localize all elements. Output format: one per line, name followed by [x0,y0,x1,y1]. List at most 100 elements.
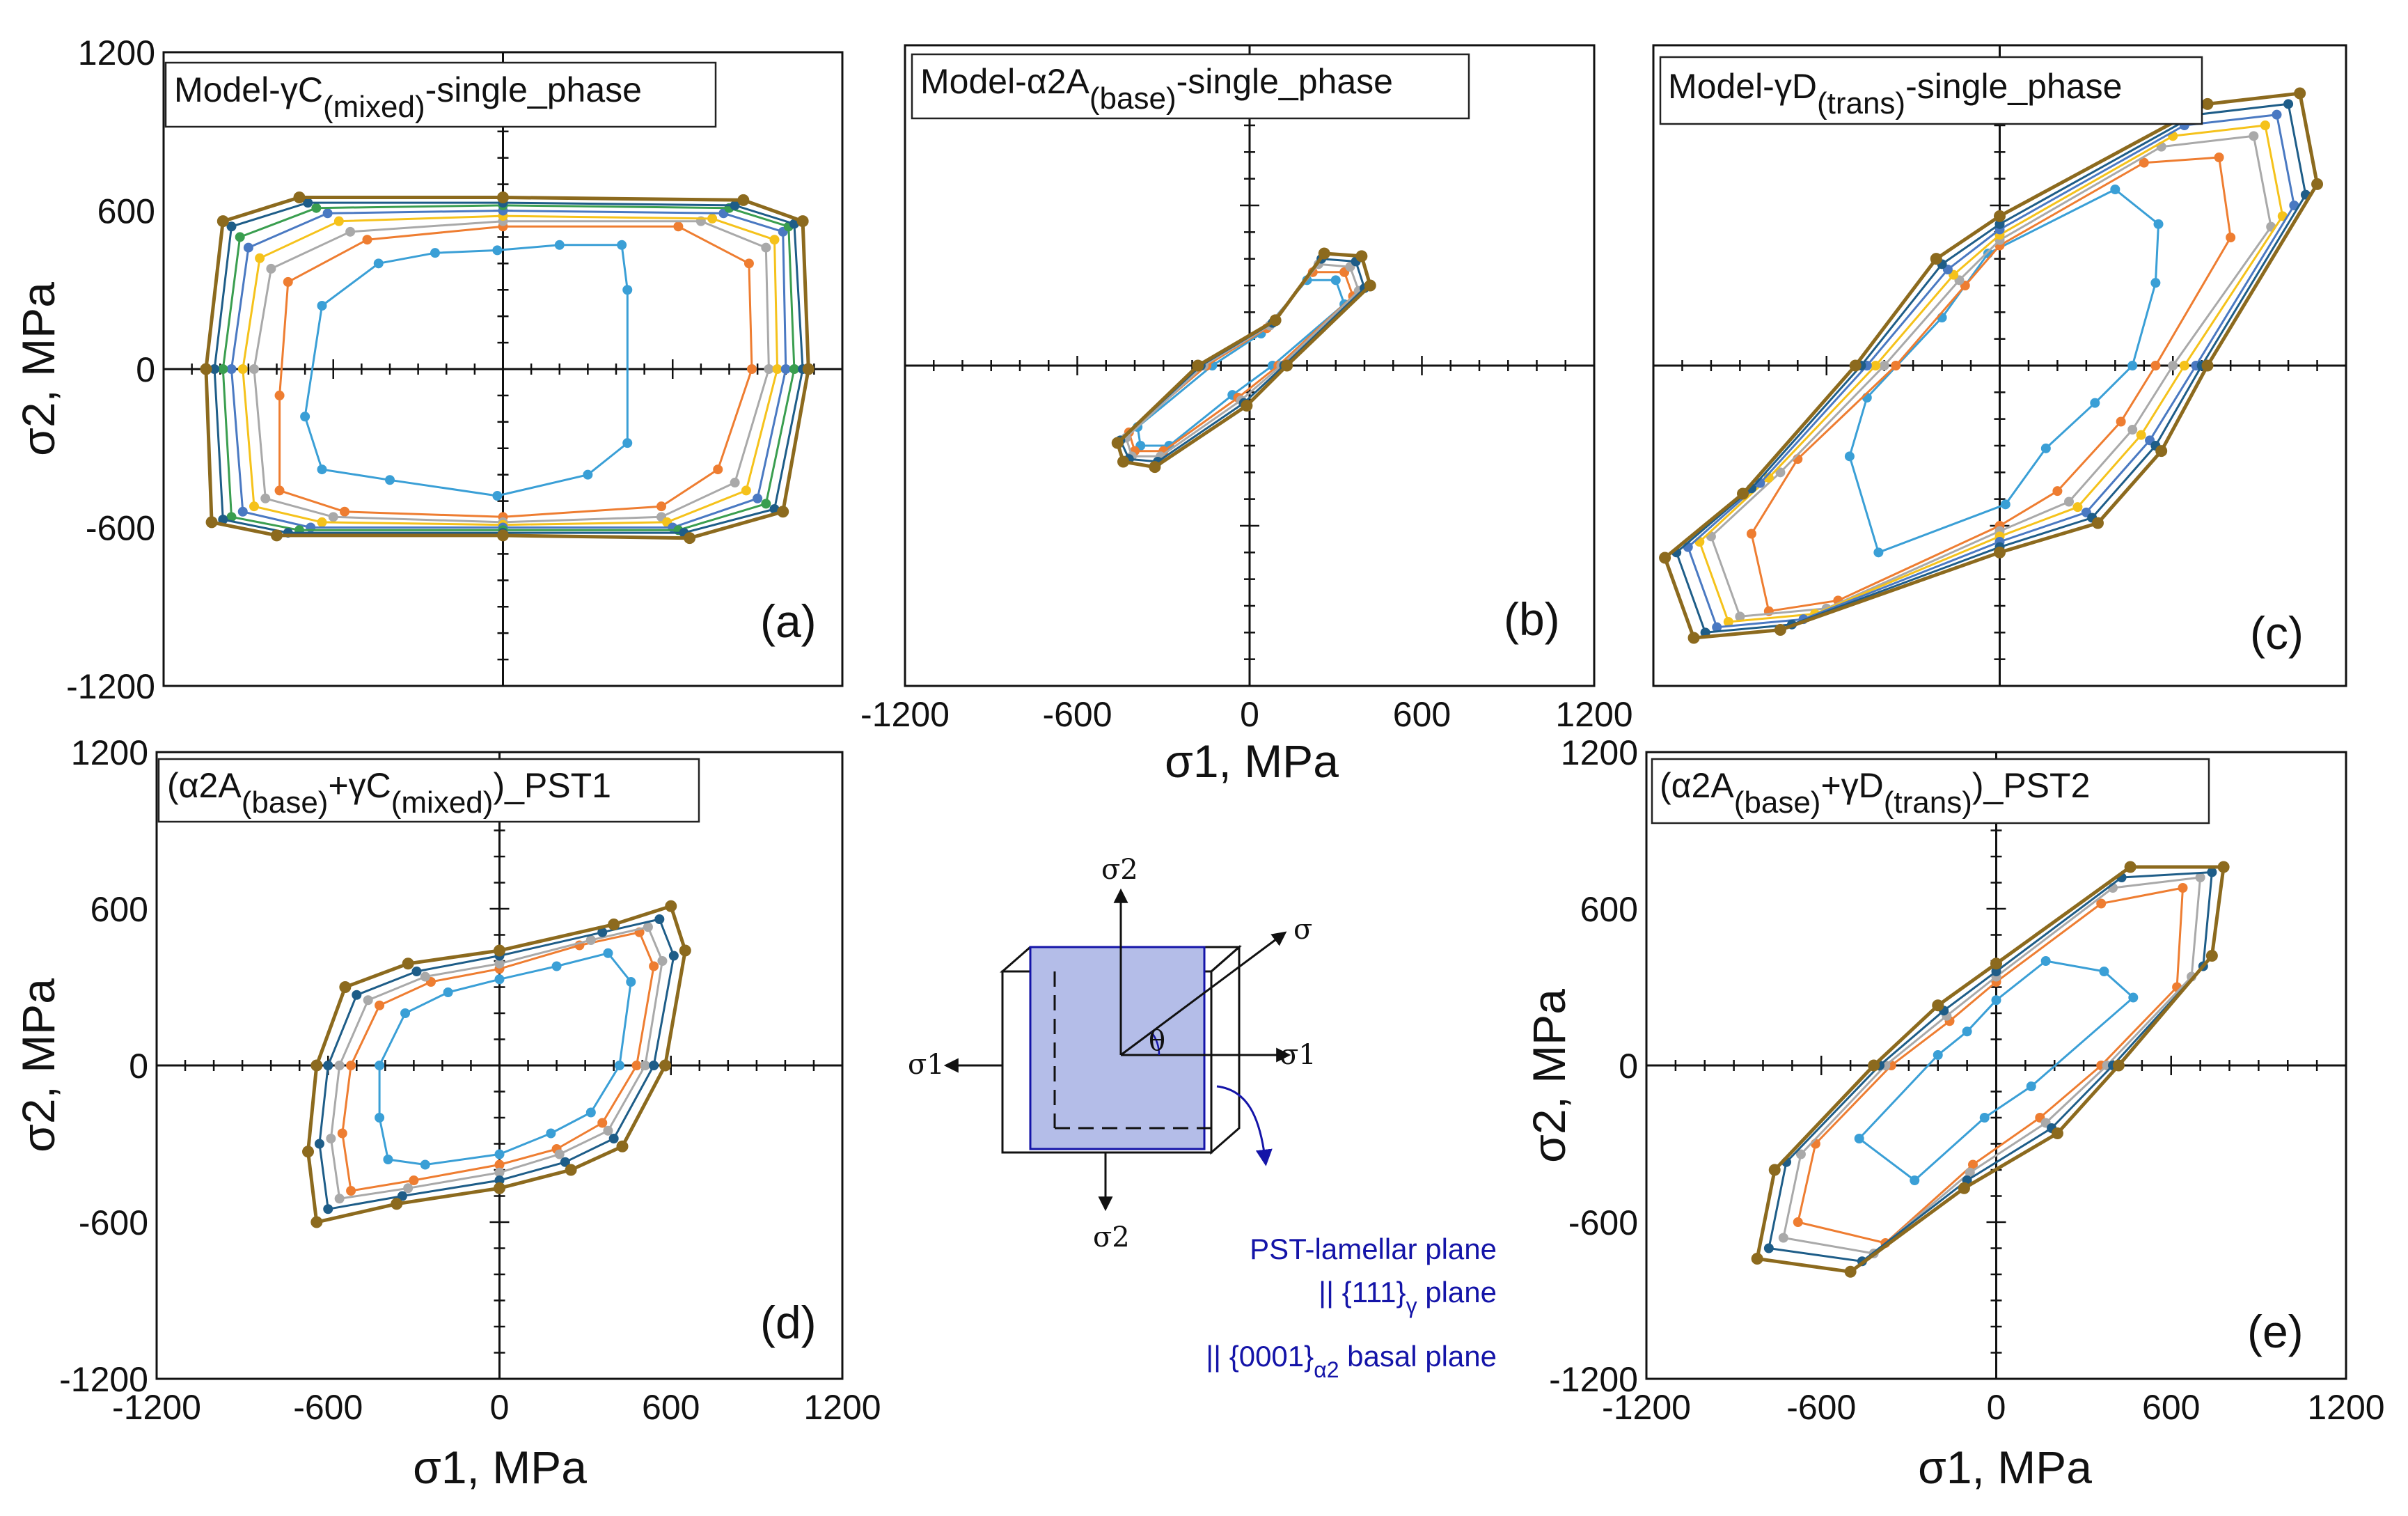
panel-c-title-main: Model-γD [1668,67,1817,106]
panel-a-data-point [311,203,322,213]
panel-e-data-point [2128,992,2139,1003]
panel-d-data-point [585,935,596,945]
panel-d-data-point [494,944,505,957]
panel-e-title-p3: +γD [1820,766,1883,805]
note-line-3: || {0001}α2 basal plane [1206,1340,1497,1382]
panel-d-title-p5: )_PST1 [493,766,611,805]
panel-e-data-point [1910,1175,1920,1185]
panel-b-legend: Model-α2A(base)-single_phase [911,53,1470,120]
panel-d-data-point [346,1061,356,1070]
panel-a-data-point [796,215,809,228]
panel-d-data-point [391,1198,403,1210]
panel-d-xlabel: σ1, MPa [413,1441,587,1493]
panel-a-data-point [200,363,212,375]
panel-a-data-point [373,258,384,269]
panel-c-data-point [2110,185,2120,194]
panel-d-data-point [375,1000,385,1010]
panel-e-data-point [1751,1253,1763,1265]
panel-a-data-point [274,485,285,496]
panel-d-data-point [375,1061,385,1070]
panel-d-data-point [402,958,414,970]
panel-a-data-point [260,493,271,503]
panel-a-data-point [340,506,349,517]
panel-a-data-point [237,506,248,517]
panel-a-data-point [322,208,333,219]
panel-a: 1200 600 0 -600 -1200 Model-γC(mixed)-single… [13,33,844,706]
panel-d-data-point [608,919,620,930]
panel-a-data-point [217,215,229,228]
panel-a-data-point [656,501,666,512]
panel-d-data-point [334,1061,345,1070]
panel-a-data-point [385,475,395,485]
panel-d-data-point [400,1008,411,1018]
x-tick-label: 600 [642,1388,700,1427]
panel-e-data-point [2205,950,2218,962]
panel-d-data-point [375,1113,385,1123]
panel-e-data-point [2124,861,2136,873]
panel-a-data-point [780,364,791,374]
panel-c-data-point [1930,253,1942,265]
panel-e-data-point [1868,1059,1880,1072]
panel-a-title-tail: -single_phase [425,70,642,109]
panel-a-data-point [237,364,248,374]
panel-a-data-point [789,364,799,374]
panel-d-data-point [603,948,613,958]
panel-a-data-point [769,235,780,245]
panel-c-data-point [2064,497,2074,507]
panel-c-data-point [2139,157,2149,168]
y-tick-label: 0 [136,350,155,389]
panel-e-data-point [1933,1050,1943,1060]
panel-a-data-point [497,529,509,542]
panel-c-data-point [1687,632,1700,644]
panel-d-data-point [597,1118,608,1128]
note-line-2: || {111}γ plane [1319,1276,1497,1318]
panel-d-data-point [565,1164,577,1176]
panel-e-data-point [1979,1113,1990,1123]
panel-e-ylabel: σ2, MPa [1523,989,1575,1163]
svg-text:Model-γD(trans)-single_phase: Model-γD(trans)-single_phase [1668,67,2122,120]
panel-e-data-point [1991,995,2001,1006]
panel-b-xlabel: σ1, MPa [1165,735,1339,787]
panel-e-data-point [1778,1233,1788,1243]
panel-d-title-p2: (base) [242,786,329,820]
panel-d-data-point [654,914,665,924]
panel-e-data-point [1932,999,1944,1012]
y-tick-label: 1200 [71,733,148,772]
note-line-1: PST-lamellar plane [1250,1233,1497,1265]
panel-d-data-point [494,1149,505,1159]
panel-b-title-main: Model-α2A [920,62,1090,101]
panel-b-data-point [1149,461,1161,474]
panel-c-data-point [1775,467,1786,478]
panel-b-series-line [1136,279,1346,447]
panel-a-data-point [583,469,593,480]
panel-a-data-point [271,529,283,542]
panel-c-data-point [1746,529,1756,539]
panel-a-data-point [673,221,684,232]
panel-a-data-point [713,464,723,475]
panel-a-data-point [235,232,245,242]
panel-b-title-tail: -single_phase [1177,62,1393,101]
panel-e-title-p5: )_PST2 [1972,766,2091,805]
panel-d-label: (d) [760,1297,817,1348]
panel-d-data-point [649,961,659,971]
panel-c-data-point [2116,416,2126,427]
panel-e-data-point [1958,1182,1970,1194]
panel-b-data-point [1241,400,1253,412]
panel-b: -1200 -600 0 600 1200 Model-α2A(base)-single… [860,44,1633,787]
panel-c-data-point [1737,487,1749,500]
svg-text:(α2A(base)+γD(trans))_PST2: (α2A(base)+γD(trans))_PST2 [1660,766,2090,820]
panel-d-data-point [409,1175,419,1185]
y-tick-label: 600 [1580,890,1638,929]
panel-d-data-point [679,944,691,957]
panel-a-data-point [737,194,750,206]
panel-a-data-point [554,240,565,250]
panel-a-series-line [213,201,804,534]
panel-d-data-point [363,995,373,1006]
panel-c-data-point [2201,97,2214,110]
panel-a-data-point [743,258,754,269]
panel-a-series-line [253,220,770,524]
panel-a-series-line [304,244,629,497]
sigma2-top-label: σ2 [1101,854,1138,886]
panel-e-title-p2: (base) [1734,786,1821,820]
